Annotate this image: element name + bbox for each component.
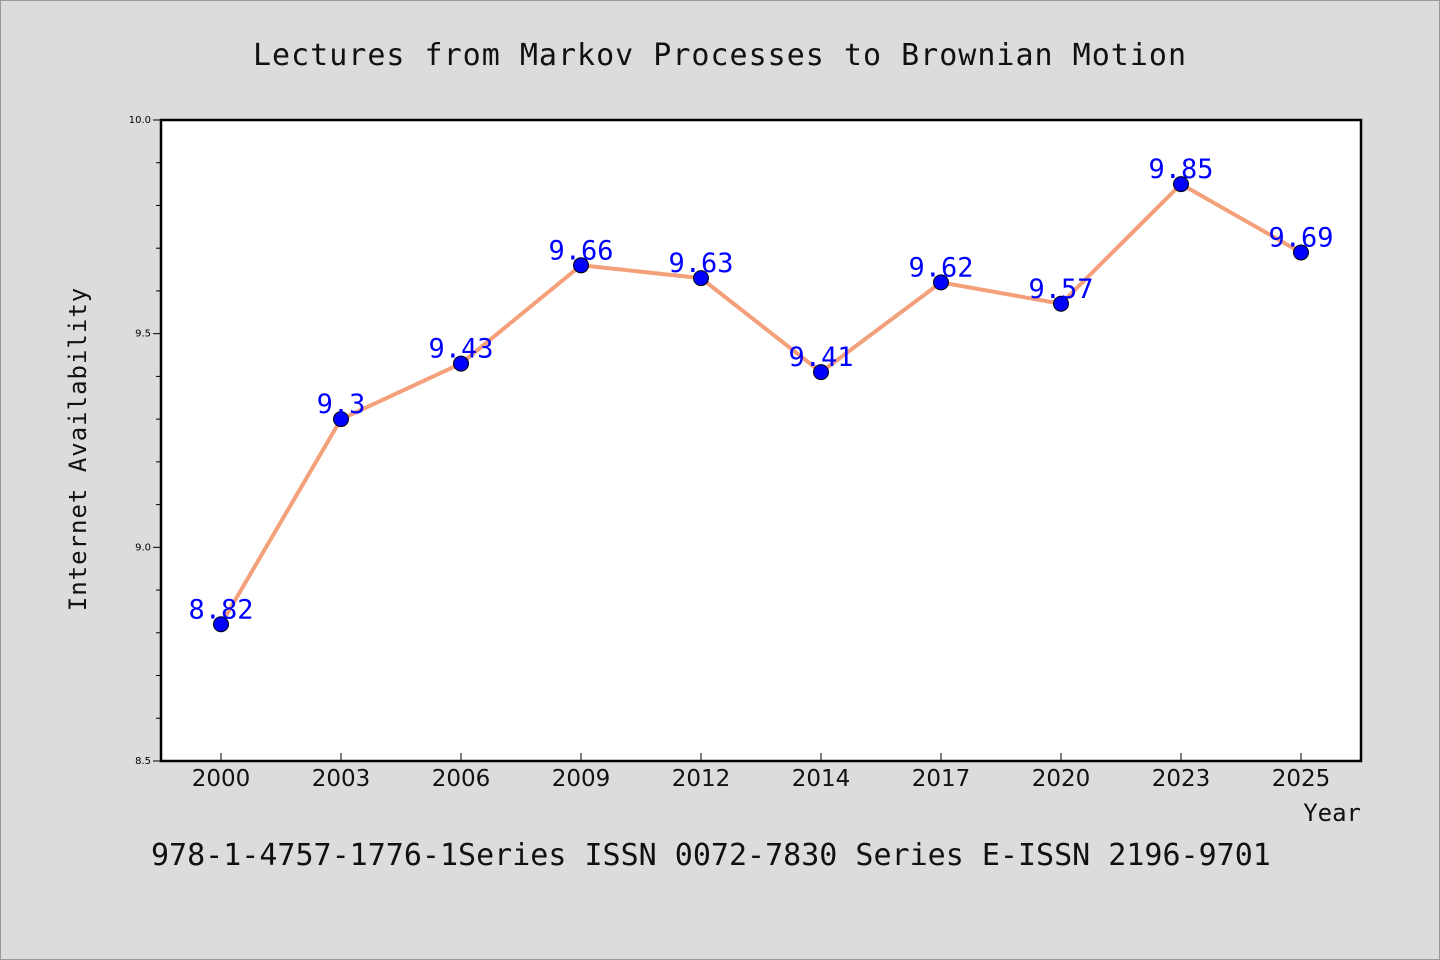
y-tick-label: 10.0 <box>129 115 151 126</box>
data-point <box>453 355 469 372</box>
data-label: 9.85 <box>1148 154 1213 185</box>
plot-frame <box>159 118 1363 763</box>
y-axis-title: Internet Availability <box>64 287 92 611</box>
footer-isbn-text: 978-1-4757-1776-1Series ISSN 0072-7830 S… <box>151 838 1271 873</box>
y-tick-label: 9.5 <box>135 329 151 340</box>
y-tick-label: 9.0 <box>135 542 151 553</box>
x-tick-label: 2000 <box>192 766 251 792</box>
y-tick-label: 8.5 <box>135 756 151 767</box>
data-labels: 8.82 9.3 9.43 9.66 9.63 9.41 9.62 9.57 9.85 9.69 <box>188 154 1333 625</box>
chart-title: Lectures from Markov Processes to Browni… <box>253 38 1187 73</box>
data-point <box>1293 244 1309 261</box>
data-label: 9.41 <box>788 342 853 373</box>
data-point <box>213 616 229 633</box>
data-point <box>1053 295 1069 312</box>
data-label: 9.57 <box>1028 274 1093 305</box>
data-point <box>573 257 589 274</box>
data-point <box>1173 176 1189 193</box>
y-axis: 8.5 9.0 9.5 10.0 <box>129 115 161 767</box>
x-tick-label: 2014 <box>792 766 851 792</box>
x-tick-label: 2017 <box>912 766 971 792</box>
x-axis-title: Year <box>1303 799 1361 827</box>
x-tick-label: 2009 <box>552 766 611 792</box>
data-label: 9.66 <box>548 235 613 266</box>
x-axis: 2000 2003 2006 2009 2012 2014 2017 2020 2023 2025 <box>192 753 1331 792</box>
x-tick-label: 2025 <box>1272 766 1331 792</box>
data-label: 8.82 <box>188 594 253 625</box>
x-tick-label: 2003 <box>312 766 371 792</box>
plot-area <box>161 120 1361 761</box>
x-tick-label: 2006 <box>432 766 491 792</box>
data-label: 9.69 <box>1268 222 1333 253</box>
x-tick-label: 2023 <box>1152 766 1211 792</box>
data-point <box>693 270 709 287</box>
x-tick-label: 2012 <box>672 766 731 792</box>
series-line <box>219 182 1303 627</box>
data-point <box>933 274 949 291</box>
data-label: 9.3 <box>317 389 366 420</box>
data-label: 9.63 <box>668 248 733 279</box>
x-tick-label: 2020 <box>1032 766 1091 792</box>
data-label: 9.62 <box>908 252 973 283</box>
series-internet-availability <box>213 176 1309 633</box>
data-label: 9.43 <box>428 334 493 365</box>
data-point <box>333 411 349 428</box>
data-point <box>813 364 829 381</box>
